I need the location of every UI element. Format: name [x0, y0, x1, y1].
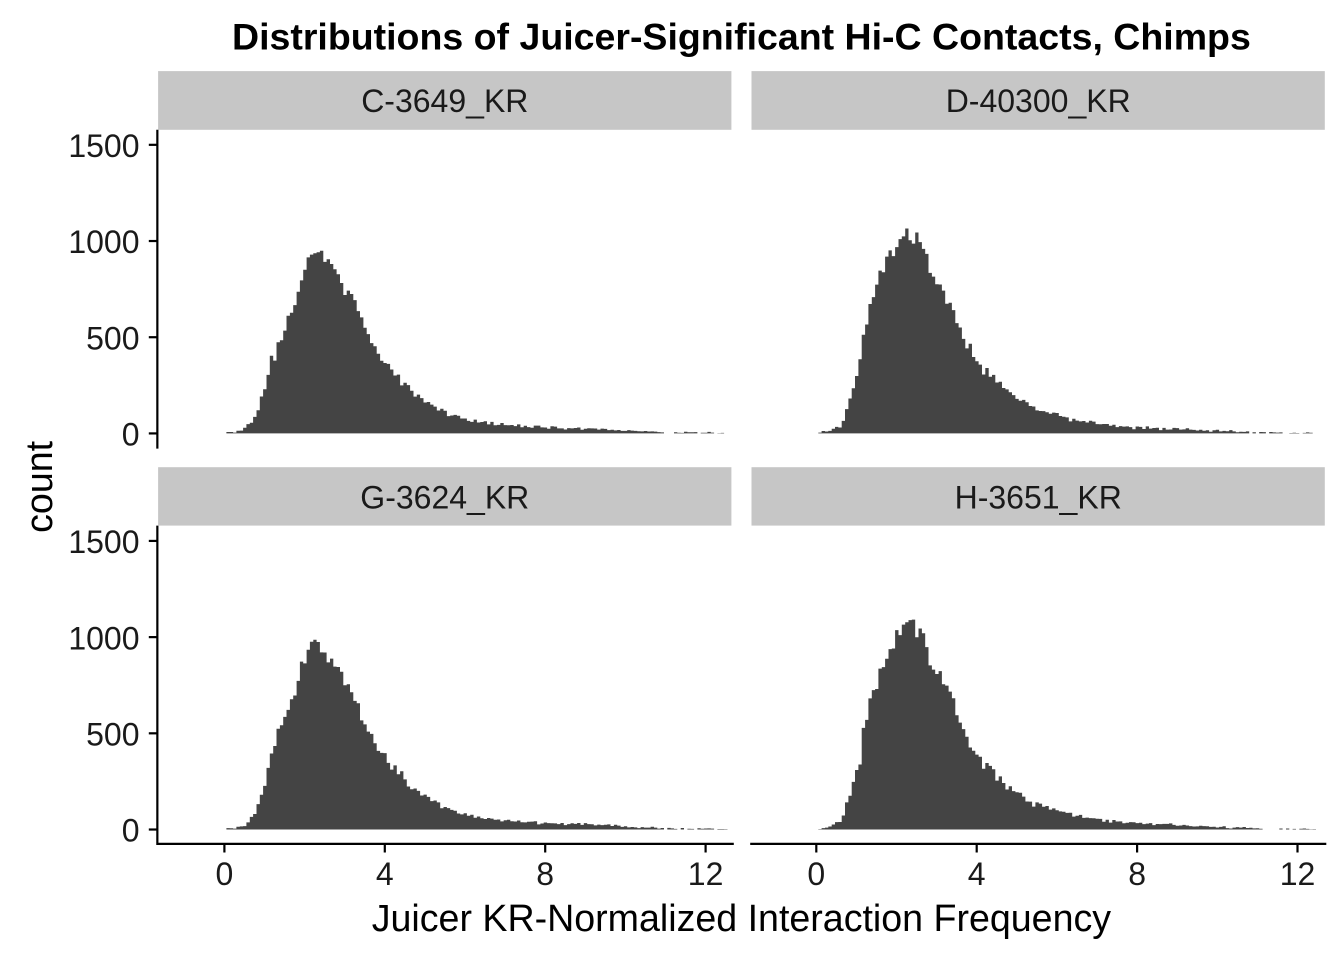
- svg-text:0: 0: [122, 417, 140, 453]
- svg-text:4: 4: [968, 856, 986, 892]
- svg-text:0: 0: [216, 856, 234, 892]
- svg-text:8: 8: [1128, 856, 1146, 892]
- svg-text:Juicer KR-Normalized Interacti: Juicer KR-Normalized Interaction Frequen…: [372, 897, 1112, 939]
- svg-text:4: 4: [376, 856, 394, 892]
- svg-text:500: 500: [86, 717, 139, 753]
- svg-text:12: 12: [1280, 856, 1316, 892]
- svg-text:C-3649_KR: C-3649_KR: [361, 83, 528, 119]
- svg-text:H-3651_KR: H-3651_KR: [955, 479, 1122, 515]
- svg-text:1500: 1500: [68, 128, 139, 164]
- svg-text:12: 12: [688, 856, 724, 892]
- svg-text:G-3624_KR: G-3624_KR: [360, 479, 529, 515]
- svg-text:0: 0: [122, 813, 140, 849]
- svg-text:Distributions of Juicer-Signif: Distributions of Juicer-Significant Hi-C…: [232, 15, 1251, 57]
- svg-text:8: 8: [536, 856, 554, 892]
- svg-text:1500: 1500: [68, 524, 139, 560]
- svg-text:500: 500: [86, 320, 139, 356]
- svg-text:1000: 1000: [68, 620, 139, 656]
- svg-text:count: count: [18, 440, 60, 532]
- svg-text:1000: 1000: [68, 224, 139, 260]
- svg-text:0: 0: [807, 856, 825, 892]
- svg-text:D-40300_KR: D-40300_KR: [946, 83, 1131, 119]
